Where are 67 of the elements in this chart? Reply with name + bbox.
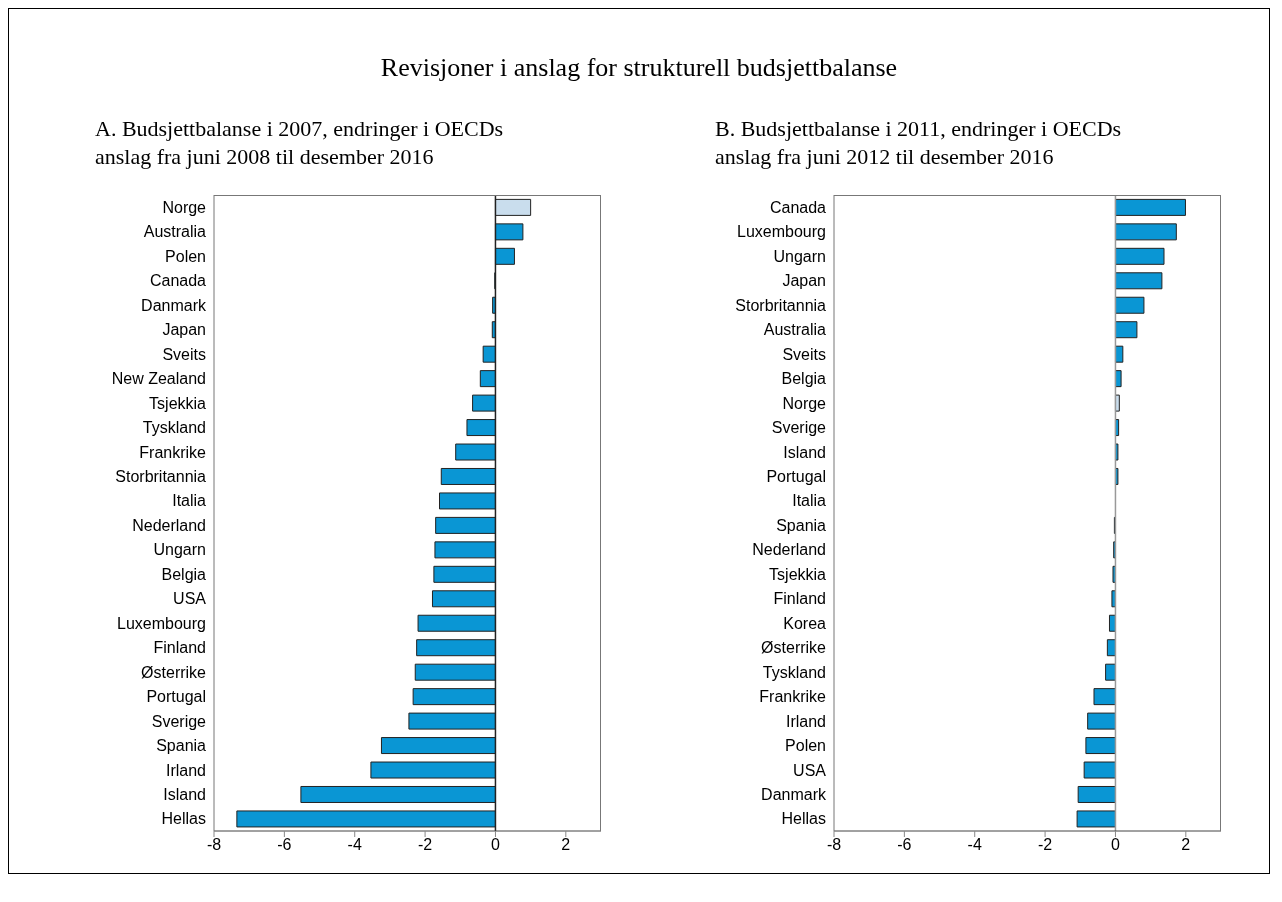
x-tick-label: 0: [1111, 836, 1120, 854]
y-tick-label: Frankrike: [139, 443, 207, 461]
y-tick-label: USA: [173, 590, 207, 608]
y-tick-label: Spania: [156, 737, 207, 755]
y-tick-label: Italia: [172, 492, 207, 510]
y-tick-label: Danmark: [761, 785, 827, 803]
x-tick-label: 0: [491, 836, 500, 854]
y-tick-label: Tyskland: [142, 419, 206, 437]
y-tick-label: Norge: [782, 394, 827, 412]
x-tick-label: -4: [347, 836, 362, 854]
y-tick-label: Island: [163, 785, 206, 803]
y-tick-label: Sveits: [782, 345, 826, 363]
y-tick-label: Japan: [162, 321, 206, 339]
y-tick-label: Frankrike: [759, 688, 827, 706]
y-tick-label: Island: [783, 443, 826, 461]
y-tick-label: Ungarn: [773, 247, 826, 265]
y-tick-label: Spania: [776, 516, 827, 534]
y-tick-label: Nederland: [132, 516, 206, 534]
y-tick-label: Finland: [153, 639, 206, 657]
y-tick-label: Sveits: [162, 345, 206, 363]
x-tick-label: -8: [206, 836, 222, 854]
y-tick-label: Østerrike: [761, 639, 827, 657]
y-tick-label: Polen: [785, 737, 826, 755]
chart-subtitle: B. Budsjettbalanse i 2011, endringer i OECDs anslag fra juni 2012 til desember 2016: [715, 115, 1123, 171]
y-tick-label: Belgia: [781, 370, 827, 388]
x-tick-label: -4: [967, 836, 982, 854]
y-tick-label: Australia: [763, 321, 827, 339]
y-tick-label: Polen: [165, 247, 206, 265]
y-tick-label: Canada: [149, 272, 207, 290]
x-tick-label: 2: [1181, 836, 1191, 854]
y-tick-label: Luxembourg: [737, 223, 826, 241]
y-tick-label: Tsjekkia: [149, 394, 207, 412]
y-tick-label: Canada: [769, 198, 827, 216]
x-tick-label: -8: [826, 836, 842, 854]
y-tick-label: Nederland: [752, 541, 826, 559]
y-tick-label: Japan: [782, 272, 826, 290]
y-tick-label: Sverige: [151, 712, 207, 730]
y-tick-label: Portugal: [146, 688, 206, 706]
y-tick-label: Tyskland: [762, 663, 826, 681]
y-tick-label: Korea: [783, 614, 827, 632]
y-tick-label: New Zealand: [111, 370, 206, 388]
y-tick-label: Australia: [143, 223, 207, 241]
y-tick-label: Portugal: [766, 467, 826, 485]
y-tick-label: Belgia: [161, 565, 207, 583]
x-tick-label: -6: [897, 836, 912, 854]
y-tick-label: Storbritannia: [735, 296, 827, 314]
y-tick-label: Hellas: [781, 810, 826, 828]
x-tick-label: -2: [417, 836, 433, 854]
y-tick-label: Østerrike: [141, 663, 207, 681]
chart-subtitle: A. Budsjettbalanse i 2007, endringer i OECDs anslag fra juni 2008 til desember 2016: [95, 115, 505, 171]
x-tick-label: -2: [1037, 836, 1053, 854]
y-tick-label: Luxembourg: [117, 614, 206, 632]
y-tick-label: Storbritannia: [115, 467, 207, 485]
y-tick-label: Tsjekkia: [769, 565, 827, 583]
y-tick-label: Irland: [785, 712, 826, 730]
y-tick-label: Danmark: [141, 296, 207, 314]
y-tick-label: Hellas: [161, 810, 206, 828]
y-tick-label: Sverige: [771, 419, 827, 437]
y-tick-label: Ungarn: [153, 541, 206, 559]
y-tick-label: USA: [793, 761, 827, 779]
chart-title: Revisjoner i anslag for strukturell budsjettbalanse: [379, 52, 899, 84]
y-tick-label: Italia: [792, 492, 827, 510]
y-tick-label: Norge: [162, 198, 207, 216]
x-tick-label: -6: [277, 836, 292, 854]
y-tick-label: Finland: [773, 590, 826, 608]
y-tick-label: Irland: [165, 761, 206, 779]
x-tick-label: 2: [561, 836, 571, 854]
